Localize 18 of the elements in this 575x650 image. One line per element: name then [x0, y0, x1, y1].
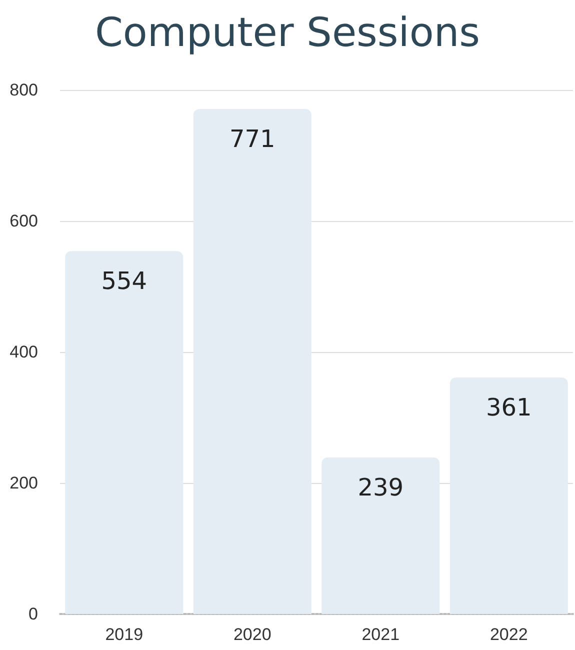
x-tick-label: 2022: [490, 625, 528, 644]
data-label: 554: [101, 267, 148, 296]
x-tick-label: 2019: [105, 625, 144, 644]
data-label: 361: [486, 394, 532, 422]
y-tick-label: 0: [28, 604, 38, 624]
x-tick-label: 2021: [362, 625, 400, 644]
data-label: 239: [358, 473, 404, 502]
bar: [65, 251, 184, 614]
bar: [193, 108, 312, 614]
chart-title: Computer Sessions: [94, 10, 480, 56]
y-tick-label: 200: [10, 474, 38, 492]
y-tick-label: 800: [10, 80, 38, 100]
x-tick-label: 2020: [233, 625, 272, 644]
bar: [450, 378, 568, 614]
y-tick-label: 600: [10, 212, 38, 230]
y-tick-label: 400: [10, 342, 38, 362]
data-label: 771: [229, 124, 276, 153]
bar: [322, 457, 440, 614]
